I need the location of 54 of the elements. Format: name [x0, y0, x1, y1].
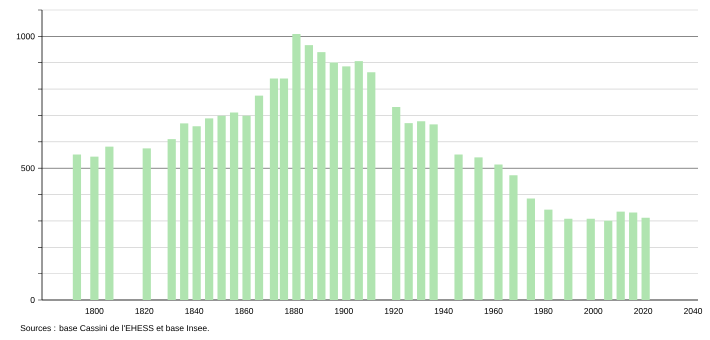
- x-tick-label: 1920: [384, 308, 403, 314]
- bar: [629, 212, 638, 300]
- x-tick-label: 2040: [684, 308, 702, 314]
- bar: [242, 116, 251, 300]
- bar: [292, 34, 301, 300]
- bar: [192, 126, 201, 300]
- x-tick-label: 1820: [135, 308, 154, 314]
- bar: [474, 157, 483, 300]
- y-tick-label: 0: [30, 297, 35, 303]
- bar: [90, 156, 98, 300]
- bar: [604, 220, 612, 300]
- bar: [586, 218, 595, 300]
- x-tick-label: 1980: [534, 308, 552, 314]
- bar: [72, 154, 82, 300]
- bar: [642, 218, 650, 300]
- x-tick-label: 1960: [484, 308, 503, 314]
- bar: [616, 212, 625, 300]
- bar: [494, 164, 503, 300]
- bar: [429, 124, 438, 300]
- x-tick-label: 1840: [185, 308, 204, 314]
- bar: [105, 146, 114, 300]
- bar: [142, 148, 151, 300]
- bar: [168, 139, 176, 300]
- bar: [254, 96, 264, 300]
- bar: [354, 61, 363, 300]
- x-tick-label: 1800: [86, 308, 104, 314]
- x-tick-label: 1940: [434, 308, 453, 314]
- bar: [509, 175, 518, 300]
- source-note: Sources : base Cassini de l'EHESS et base Insee.: [20, 324, 209, 332]
- bar: [280, 78, 288, 300]
- bar: [270, 78, 278, 300]
- bar: [564, 218, 572, 300]
- bar: [217, 116, 226, 300]
- x-tick-label: 1900: [335, 308, 353, 314]
- bar: [404, 123, 413, 300]
- bar: [317, 52, 326, 300]
- x-tick-label: 1880: [285, 308, 304, 314]
- x-tick-label: 2020: [634, 308, 652, 314]
- bar: [417, 121, 426, 300]
- bar: [454, 154, 463, 300]
- bar: [180, 123, 188, 300]
- bar: [367, 72, 376, 300]
- bar: [330, 62, 338, 300]
- bar: [205, 118, 214, 300]
- bar: [304, 45, 314, 300]
- x-tick-label: 1860: [235, 308, 254, 314]
- bar: [342, 66, 350, 300]
- bar: [230, 112, 238, 300]
- x-tick-label: 2000: [584, 308, 602, 314]
- bar: [544, 210, 552, 300]
- bar: [526, 198, 536, 300]
- y-tick-label: 500: [21, 165, 35, 172]
- y-tick-label: 1000: [16, 33, 35, 40]
- bar: [392, 107, 400, 300]
